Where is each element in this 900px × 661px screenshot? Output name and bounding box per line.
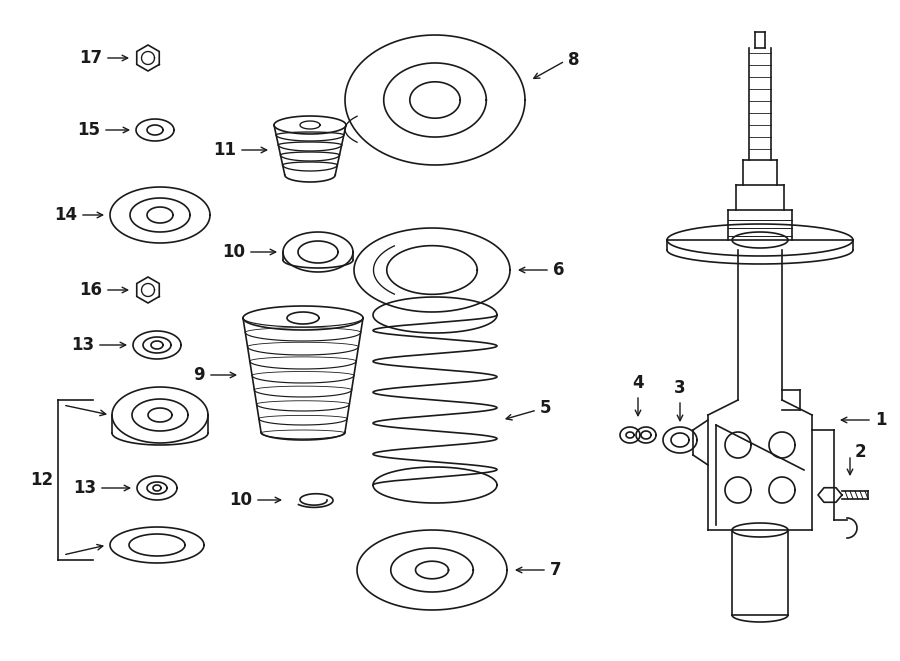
Text: 13: 13 <box>71 336 94 354</box>
Text: 5: 5 <box>540 399 552 417</box>
Text: 7: 7 <box>550 561 562 579</box>
Text: 10: 10 <box>229 491 252 509</box>
Text: 1: 1 <box>875 411 886 429</box>
Text: 11: 11 <box>213 141 236 159</box>
Text: 14: 14 <box>54 206 77 224</box>
Text: 15: 15 <box>77 121 100 139</box>
Text: 6: 6 <box>553 261 564 279</box>
Text: 16: 16 <box>79 281 102 299</box>
Text: 10: 10 <box>222 243 245 261</box>
Text: 13: 13 <box>73 479 96 497</box>
Text: 9: 9 <box>194 366 205 384</box>
Text: 17: 17 <box>79 49 102 67</box>
Text: 3: 3 <box>674 379 686 397</box>
Text: 12: 12 <box>30 471 53 489</box>
Text: 4: 4 <box>632 374 644 392</box>
Text: 2: 2 <box>855 443 867 461</box>
Text: 8: 8 <box>568 51 580 69</box>
